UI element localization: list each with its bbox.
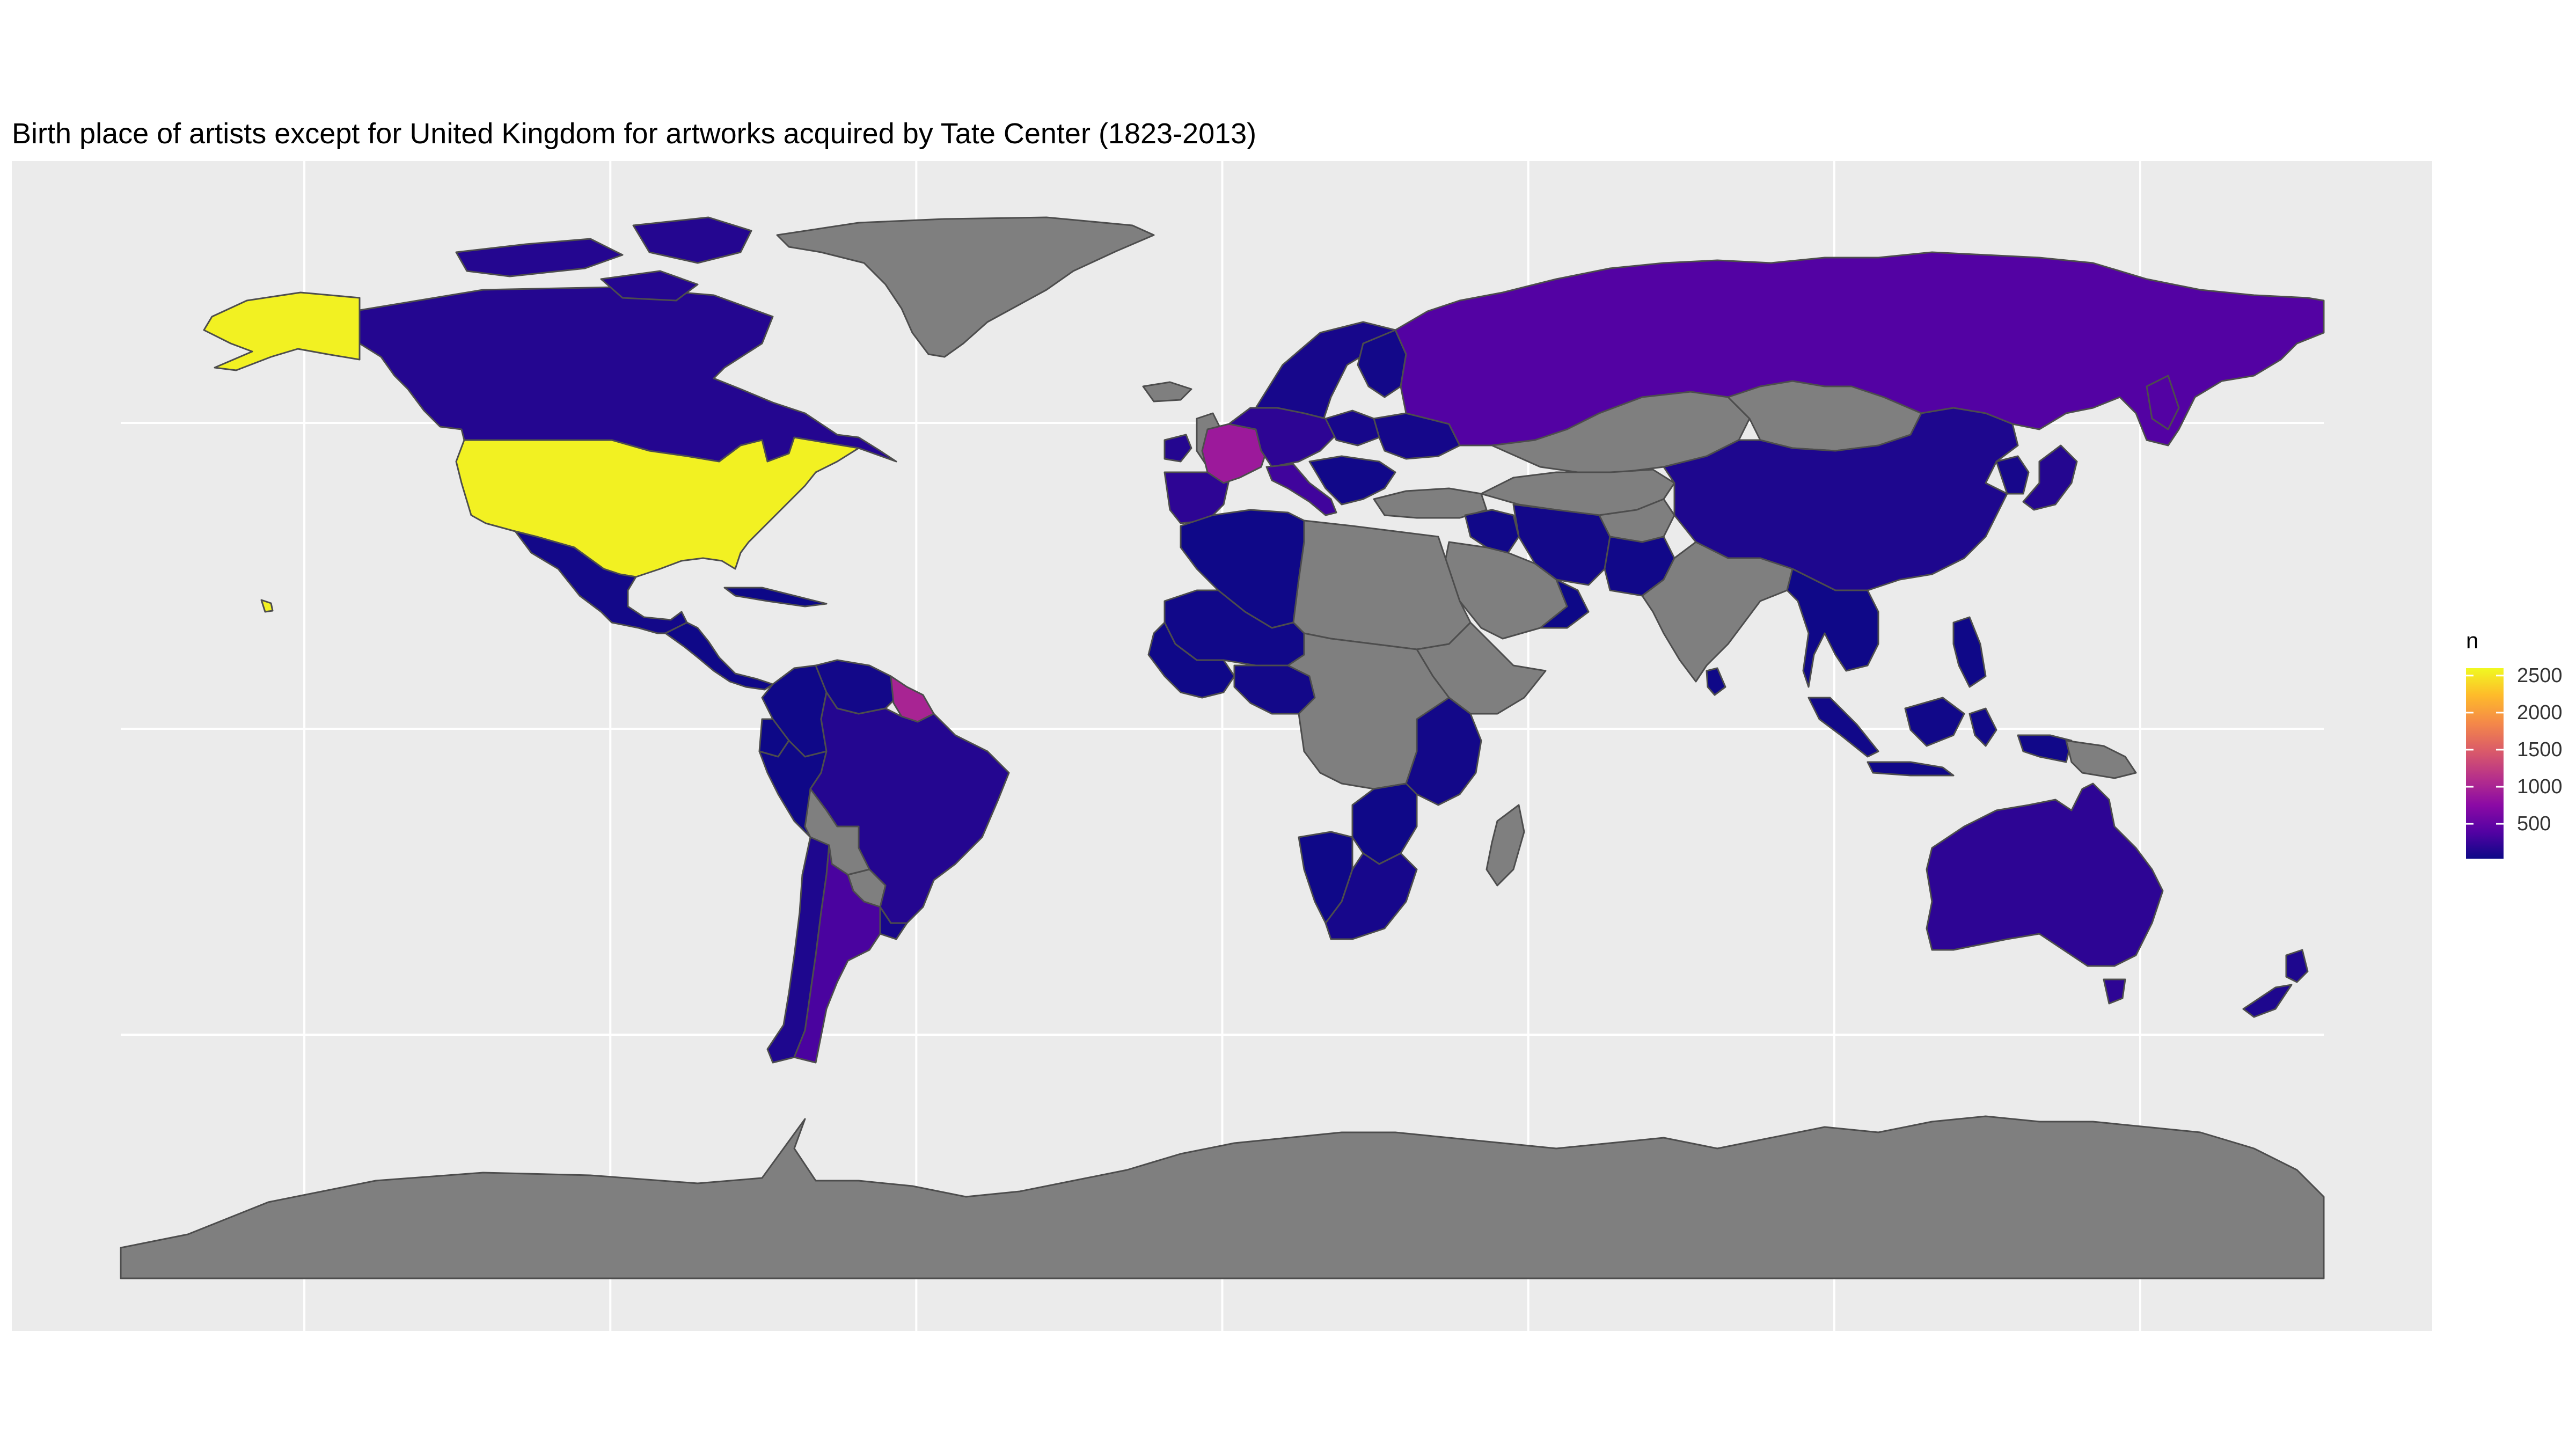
region-oman: [1539, 579, 1590, 629]
region-korea: [1995, 455, 2030, 495]
legend-tick-label: 1500: [2517, 738, 2563, 761]
region-alaska: [203, 291, 361, 371]
region-new-zealand: [2242, 949, 2309, 1018]
legend-tick-label: 2000: [2517, 701, 2563, 724]
region-india: [1641, 541, 1794, 683]
region-canada: [600, 270, 699, 302]
legend-tick-label: 2500: [2517, 664, 2563, 687]
region-ireland: [1163, 434, 1192, 463]
region-greenland: [776, 216, 1155, 358]
plot-title: Birth place of artists except for United…: [12, 118, 1257, 150]
region-west-africa: [1147, 621, 1235, 699]
region-argentina: [793, 844, 892, 1064]
region-south-africa: [1324, 852, 1418, 940]
region-cuba: [723, 587, 828, 608]
region-indonesia: [1807, 697, 2073, 777]
region-balkans: [1308, 455, 1396, 506]
region-uruguay: [879, 906, 908, 940]
region-japan: [2022, 444, 2078, 511]
region-tasmania: [2103, 978, 2126, 1005]
region-papua: [2065, 740, 2137, 779]
region-madagascar: [1485, 804, 1525, 887]
region-sri-lanka: [1706, 667, 1726, 696]
region-italy: [1265, 463, 1337, 516]
legend-tick-label: 1000: [2517, 775, 2563, 798]
region-philippines: [1952, 616, 1987, 688]
region-central-europe: [1228, 407, 1337, 468]
countries: [120, 216, 2325, 1279]
region-southeast-asia: [1786, 568, 1879, 688]
region-turkey: [1373, 487, 1488, 519]
region-antarctica: [120, 1115, 2325, 1279]
legend-tick-label: 500: [2517, 813, 2551, 836]
region-east-africa: [1405, 697, 1482, 806]
region-canada: [632, 216, 752, 264]
region-hawaii: [260, 599, 274, 613]
region-iraq: [1464, 509, 1520, 554]
region-canada: [455, 238, 624, 277]
region-iceland: [1142, 381, 1192, 402]
region-australia: [1926, 782, 2164, 967]
region-mexico: [514, 530, 688, 634]
region-russia: [2146, 375, 2180, 430]
legend-title: n: [2466, 628, 2479, 653]
legend-colorbar: [2466, 668, 2504, 859]
region-zimbabwe: [1351, 782, 1418, 865]
legend-ticks: [2466, 675, 2504, 825]
